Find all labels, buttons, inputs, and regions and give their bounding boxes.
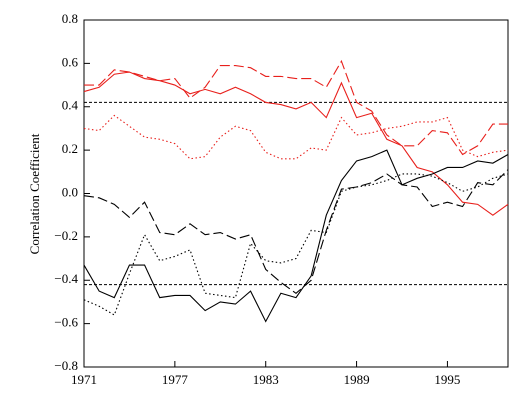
- x-tick-label: 1983: [253, 372, 279, 387]
- y-tick-label: −0.8: [54, 358, 78, 373]
- series-line: [83, 173, 509, 316]
- series-line: [83, 169, 509, 294]
- y-tick-label: −0.4: [54, 271, 78, 286]
- x-tick-label: 1977: [162, 372, 189, 387]
- series-line: [83, 114, 509, 160]
- plot-frame: [83, 19, 509, 368]
- x-tick-label: 1971: [71, 372, 97, 387]
- y-tick-label: 0.6: [62, 54, 79, 69]
- y-tick-label: −0.2: [54, 228, 78, 243]
- series-line: [84, 59, 508, 156]
- x-tick-label: 1989: [344, 372, 370, 387]
- series-line: [83, 149, 509, 323]
- y-tick-label: 0.0: [62, 184, 78, 199]
- y-tick-label: 0.8: [62, 11, 78, 26]
- y-tick-label: 0.2: [62, 141, 78, 156]
- series-line: [83, 71, 509, 216]
- y-tick-label: −0.6: [54, 315, 78, 330]
- y-tick-label: 0.4: [62, 98, 79, 113]
- y-axis-label: Correlation Coefficient: [27, 133, 42, 254]
- x-tick-label: 1995: [434, 372, 460, 387]
